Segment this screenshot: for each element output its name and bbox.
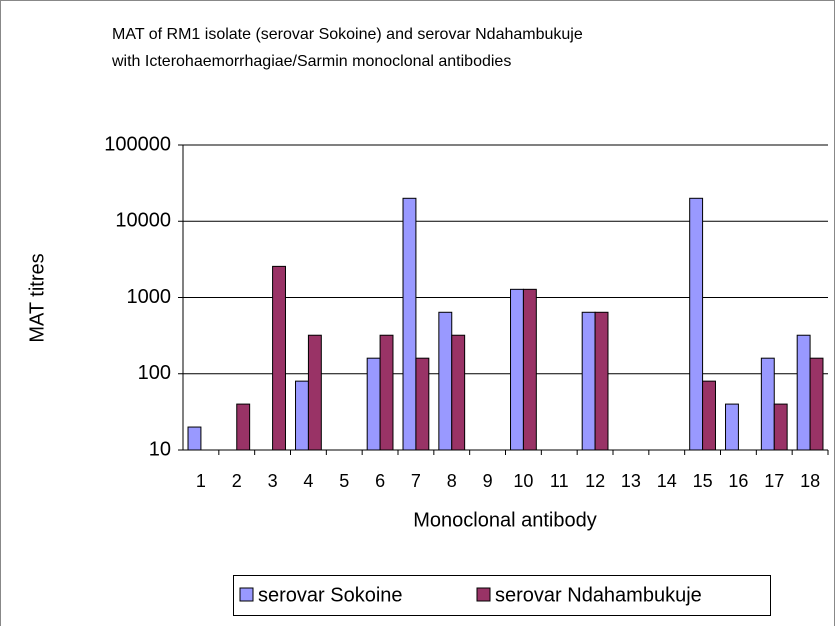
x-tick-label: 11 [550, 471, 569, 491]
bar [415, 357, 430, 451]
bar [725, 403, 739, 451]
y-tick-label: 1000 [127, 286, 172, 308]
bar [366, 357, 381, 451]
bar [379, 334, 394, 451]
y-tick-label: 100000 [104, 133, 171, 155]
bar [796, 334, 811, 451]
bar [295, 380, 309, 451]
x-tick-label: 2 [232, 471, 242, 491]
x-tick-label: 4 [303, 471, 313, 491]
chart-title: with Icterohaemorrhagiae/Sarmin monoclon… [111, 53, 511, 70]
x-tick-label: 15 [693, 471, 713, 491]
x-axis-label: Monoclonal antibody [413, 509, 596, 531]
x-tick-label: 18 [800, 471, 820, 491]
bar [689, 197, 704, 451]
x-tick-label: 16 [728, 471, 748, 491]
bar [451, 334, 466, 451]
legend-box [233, 575, 771, 616]
x-tick-label: 6 [375, 471, 385, 491]
bar [594, 311, 609, 451]
x-tick-label: 12 [585, 471, 605, 491]
y-tick-label: 10 [149, 438, 171, 460]
x-tick-label: 1 [196, 471, 206, 491]
bar [773, 403, 788, 451]
bar [809, 357, 824, 451]
bar [236, 403, 251, 451]
bar [581, 311, 596, 451]
bar [522, 288, 537, 451]
bar [272, 265, 286, 451]
bar [402, 197, 417, 451]
bar [307, 334, 322, 451]
bar [510, 288, 524, 451]
legend-swatch [239, 587, 254, 602]
x-tick-label: 3 [268, 471, 278, 491]
bar [438, 311, 453, 451]
x-tick-label: 10 [513, 471, 533, 491]
bar [702, 380, 716, 451]
bar [187, 426, 202, 451]
x-tick-label: 13 [621, 471, 641, 491]
x-tick-label: 8 [447, 471, 457, 491]
x-tick-label: 7 [411, 471, 421, 491]
y-tick-label: 10000 [115, 210, 171, 232]
x-tick-label: 5 [339, 471, 349, 491]
y-tick-label: 100 [138, 362, 171, 384]
bar [760, 357, 775, 451]
x-tick-label: 14 [657, 471, 677, 491]
legend-label: serovar Sokoine [258, 584, 403, 606]
x-tick-label: 17 [764, 471, 784, 491]
legend-label: serovar Ndahambukuje [495, 584, 702, 606]
y-axis-label: MAT titres [26, 253, 48, 342]
legend-swatch [476, 587, 491, 602]
chart-title: MAT of RM1 isolate (serovar Sokoine) and… [112, 26, 583, 43]
x-tick-label: 9 [483, 471, 493, 491]
